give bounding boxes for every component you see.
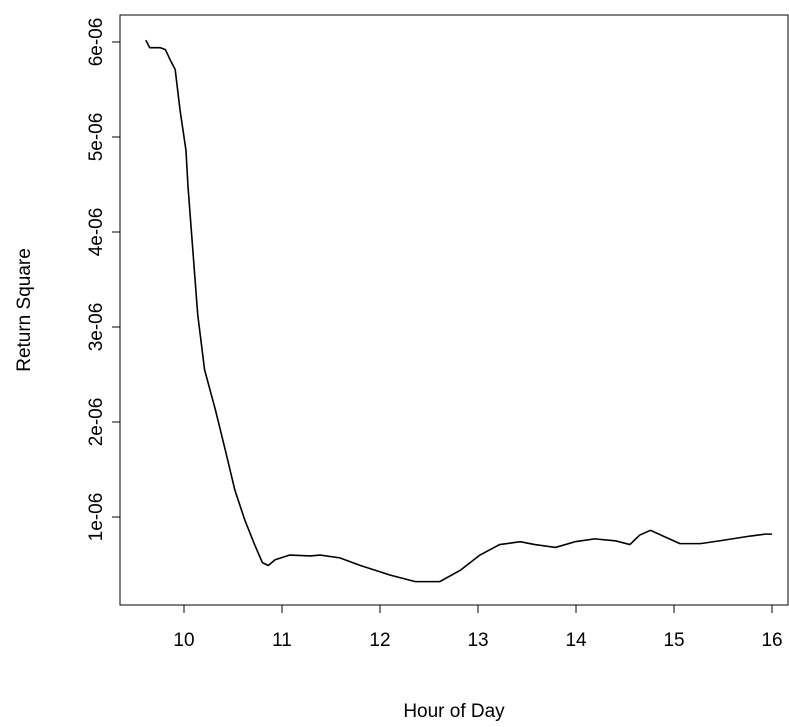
- x-tick-label: 16: [761, 630, 782, 651]
- x-tick-label: 13: [467, 630, 488, 651]
- x-axis-title: Hour of Day: [403, 701, 505, 722]
- x-tick-label: 11: [272, 630, 292, 651]
- y-tick-label: 5e-06: [86, 113, 107, 162]
- y-tick-label: 2e-06: [86, 398, 107, 447]
- y-tick-label: 1e-06: [86, 493, 107, 542]
- y-tick-label: 6e-06: [86, 18, 107, 67]
- x-tick-label: 14: [565, 630, 587, 651]
- x-tick-label: 10: [173, 630, 194, 651]
- x-tick-label: 15: [663, 630, 684, 651]
- x-tick-label: 12: [369, 630, 390, 651]
- y-tick-label: 4e-06: [86, 208, 107, 257]
- data-line: [145, 39, 773, 583]
- plot-box: [119, 14, 789, 606]
- y-tick-label: 3e-06: [86, 303, 107, 352]
- y-axis-title: Return Square: [14, 248, 35, 372]
